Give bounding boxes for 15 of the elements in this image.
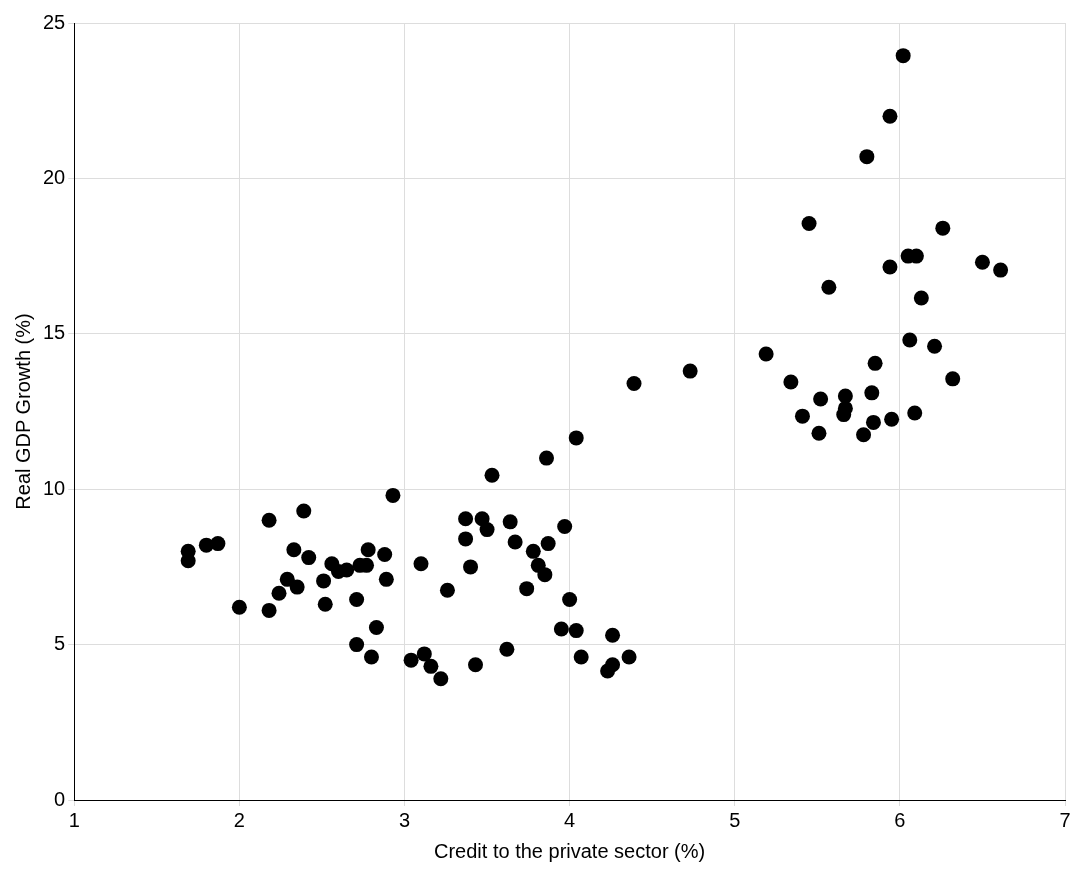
x-tick-label: 7 bbox=[1059, 808, 1071, 831]
x-tick-label: 3 bbox=[398, 808, 411, 831]
x-tick-label: 1 bbox=[68, 808, 80, 831]
x-tick-label: 2 bbox=[233, 808, 245, 831]
x-tick-label: 6 bbox=[894, 808, 906, 831]
x-axis-title: Credit to the private sector (%) bbox=[434, 839, 706, 862]
y-tick-label: 25 bbox=[43, 10, 66, 33]
x-tick-label: 5 bbox=[729, 808, 741, 831]
y-tick-label: 15 bbox=[43, 321, 66, 344]
y-tick-label: 5 bbox=[54, 632, 66, 655]
y-tick-label: 10 bbox=[43, 476, 66, 499]
y-tick-label: 0 bbox=[54, 787, 66, 810]
x-tick-label: 4 bbox=[564, 808, 576, 831]
y-axis-title: Real GDP Growth (%) bbox=[11, 313, 34, 510]
y-tick-label: 20 bbox=[43, 165, 66, 188]
